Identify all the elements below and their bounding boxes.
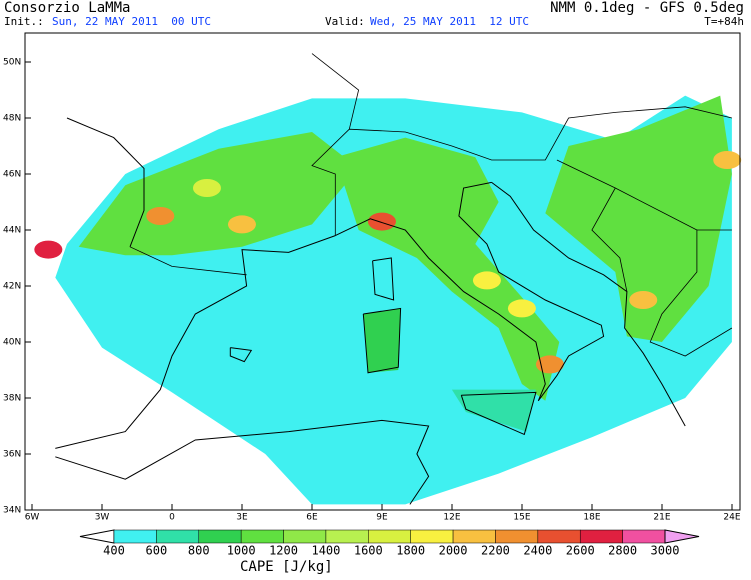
border	[591, 187, 628, 292]
lat-label: 40N	[3, 338, 21, 348]
legend-title: CAPE [J/kg]	[240, 559, 333, 575]
legend-label: 1600	[354, 544, 383, 558]
lon-label: 9E	[376, 513, 388, 523]
lon-label: 3W	[95, 513, 110, 523]
lat-label: 50N	[3, 58, 21, 68]
lon-label: 6E	[306, 513, 318, 523]
model: NMM 0.1deg - GFS 0.5deg	[550, 0, 744, 16]
coastline	[229, 347, 253, 363]
legend-label: 2600	[566, 544, 595, 558]
cape-maximum	[535, 355, 564, 374]
cape-maximum	[227, 215, 256, 234]
lat-label: 34N	[3, 506, 21, 516]
coastline	[362, 307, 402, 374]
legend-label: 1400	[311, 544, 340, 558]
legend-label: 2400	[523, 544, 552, 558]
lat-label: 48N	[3, 114, 21, 124]
coastline	[372, 257, 395, 301]
title: Consorzio LaMMa	[4, 0, 130, 16]
valid-value: Wed, 25 MAY 2011 12 UTC	[370, 15, 529, 28]
legend-label: 1800	[396, 544, 425, 558]
lon-label: 24E	[723, 513, 740, 523]
legend-label: 600	[146, 544, 168, 558]
legend-swatch	[368, 529, 411, 544]
legend-label: 2800	[608, 544, 637, 558]
legend-swatch	[198, 529, 242, 544]
legend-label: 1000	[227, 544, 256, 558]
lon-label: 15E	[513, 513, 530, 523]
legend-swatch	[495, 529, 539, 544]
cape-maximum	[472, 271, 501, 290]
init-value: Sun, 22 MAY 2011 00 UTC	[52, 15, 211, 28]
cape-maximum	[192, 179, 221, 197]
map	[34, 53, 742, 505]
cape-maximum	[34, 240, 63, 259]
border	[311, 106, 732, 236]
lat-label: 42N	[3, 282, 21, 292]
legend-swatch	[452, 529, 496, 544]
legend-label: 3000	[651, 544, 680, 558]
legend-label: 1200	[269, 544, 298, 558]
cape-field	[545, 95, 732, 342]
init-label: Init.:	[4, 15, 44, 28]
legend-label: 2000	[439, 544, 468, 558]
lead-time: T=+84h	[704, 15, 744, 28]
coastline	[491, 181, 686, 427]
legend-swatch	[664, 529, 700, 544]
legend-swatch	[156, 529, 200, 544]
legend-label: 400	[103, 544, 125, 558]
cape-maximum	[146, 207, 175, 225]
lat-label: 38N	[3, 394, 21, 404]
cape-maximum	[713, 151, 742, 169]
border	[311, 53, 360, 130]
legend-swatch	[537, 529, 581, 544]
cape-maximum	[507, 299, 536, 318]
cape-maximum	[629, 291, 658, 309]
legend-swatch	[579, 529, 623, 544]
legend-swatch	[325, 529, 369, 544]
legend-label: 800	[188, 544, 210, 558]
cape-field	[78, 132, 359, 256]
coastline	[55, 419, 430, 505]
coastline	[335, 181, 605, 402]
cape-field	[363, 308, 401, 373]
lat-label: 46N	[3, 170, 21, 180]
border	[129, 246, 247, 276]
coastline	[55, 235, 336, 449]
lon-label: 6W	[25, 513, 40, 523]
lon-label: 0	[169, 513, 175, 523]
legend-swatch	[622, 529, 666, 544]
lon-label: 3E	[236, 513, 248, 523]
lon-label: 18E	[583, 513, 600, 523]
border	[556, 159, 733, 357]
lon-label: 21E	[653, 513, 670, 523]
legend-swatch	[410, 529, 454, 544]
cape-field	[451, 389, 536, 432]
lon-label: 12E	[443, 513, 460, 523]
legend-swatch	[113, 529, 157, 544]
valid-label: Valid:	[325, 15, 365, 28]
cape-maximum	[367, 212, 396, 231]
legend-swatch	[283, 529, 327, 544]
coastline	[460, 391, 537, 436]
cape-field	[335, 137, 560, 401]
legend-label: 2200	[481, 544, 510, 558]
lat-label: 36N	[3, 450, 21, 460]
lat-label: 44N	[3, 226, 21, 236]
legend-swatch	[240, 529, 284, 544]
coastline	[66, 117, 145, 247]
